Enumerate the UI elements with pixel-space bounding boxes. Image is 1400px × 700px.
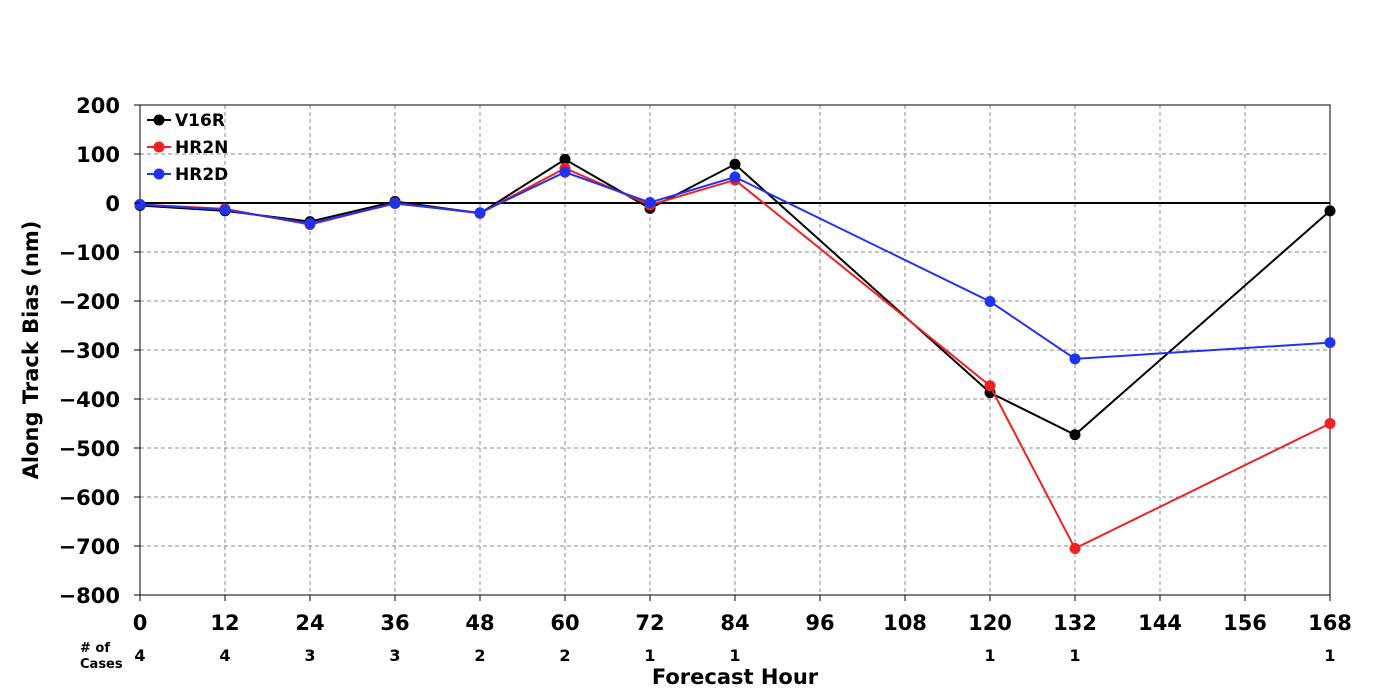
legend: V16R HR2N HR2D [147,111,228,185]
x-tick-label: 12 [210,611,239,635]
y-axis-title: Along Track Bias (nm) [19,221,43,480]
data-point [729,158,741,170]
x-tick-label: 72 [635,611,664,635]
x-tick-label: 36 [380,611,409,635]
case-count: 1 [984,646,995,665]
case-count: 3 [304,646,315,665]
case-count: 4 [219,646,230,665]
x-tick-label: 60 [550,611,579,635]
x-tick-label: 96 [805,611,834,635]
data-point [1069,542,1081,554]
series-layer [134,153,1336,554]
x-tick-label: 120 [968,611,1012,635]
y-tick-label: 0 [105,192,120,216]
case-count: 3 [389,646,400,665]
legend-label: HR2N [175,138,228,158]
case-count: 2 [559,646,570,665]
y-tick-label: −500 [59,437,120,461]
cases-title-line1: # of [80,641,110,656]
x-tick-label: 144 [1138,611,1182,635]
data-point [559,166,571,178]
data-point [134,198,146,210]
series-hr2d [134,166,1336,365]
x-tick-label: 48 [465,611,494,635]
y-tick-label: −600 [59,486,120,510]
y-tick-label: −700 [59,535,120,559]
data-point [984,380,996,392]
legend-marker [153,141,165,153]
legend-marker [153,114,165,126]
x-axis-title: Forecast Hour [652,665,819,689]
y-axis-ticks: 200 100 0 −100 −200 −300 −400 −500 −600 −700 −800 [59,94,140,608]
legend-label: HR2D [175,165,228,185]
case-count: 2 [474,646,485,665]
y-tick-label: −800 [59,584,120,608]
y-tick-label: 100 [76,143,120,167]
data-point [1069,353,1081,365]
cases-row: # of Cases 4 4 3 3 2 2 1 1 1 1 1 [80,641,1336,672]
y-tick-label: −400 [59,388,120,412]
legend-item-v16r: V16R [147,111,225,131]
legend-item-hr2n: HR2N [147,138,228,158]
x-tick-label: 132 [1053,611,1097,635]
x-tick-label: 108 [883,611,927,635]
data-point [304,218,316,230]
x-axis-ticks: 0 12 24 36 48 60 72 84 96 108 120 132 144 156 168 [133,595,1352,635]
y-tick-label: −200 [59,290,120,314]
y-tick-label: −300 [59,339,120,363]
x-tick-label: 0 [133,611,148,635]
data-point [219,204,231,216]
case-count: 1 [1069,646,1080,665]
x-tick-label: 84 [720,611,749,635]
case-count: 1 [729,646,740,665]
data-point [1324,337,1336,349]
case-count: 4 [134,646,145,665]
legend-item-hr2d: HR2D [147,165,228,185]
data-point [644,197,656,209]
legend-marker [153,168,165,180]
x-tick-label: 156 [1223,611,1267,635]
legend-label: V16R [175,111,225,131]
case-count: 1 [1324,646,1335,665]
cases-title-line2: Cases [80,657,123,672]
y-tick-label: 200 [76,94,120,118]
y-tick-label: −100 [59,241,120,265]
data-point [1324,418,1336,429]
data-point [1069,429,1081,441]
data-point [729,171,741,183]
case-count: 1 [644,646,655,665]
data-point [1324,205,1336,217]
data-point [984,295,996,307]
data-point [559,153,571,165]
data-point [389,197,401,209]
x-tick-label: 24 [295,611,324,635]
x-tick-label: 168 [1308,611,1352,635]
data-point [474,207,486,219]
